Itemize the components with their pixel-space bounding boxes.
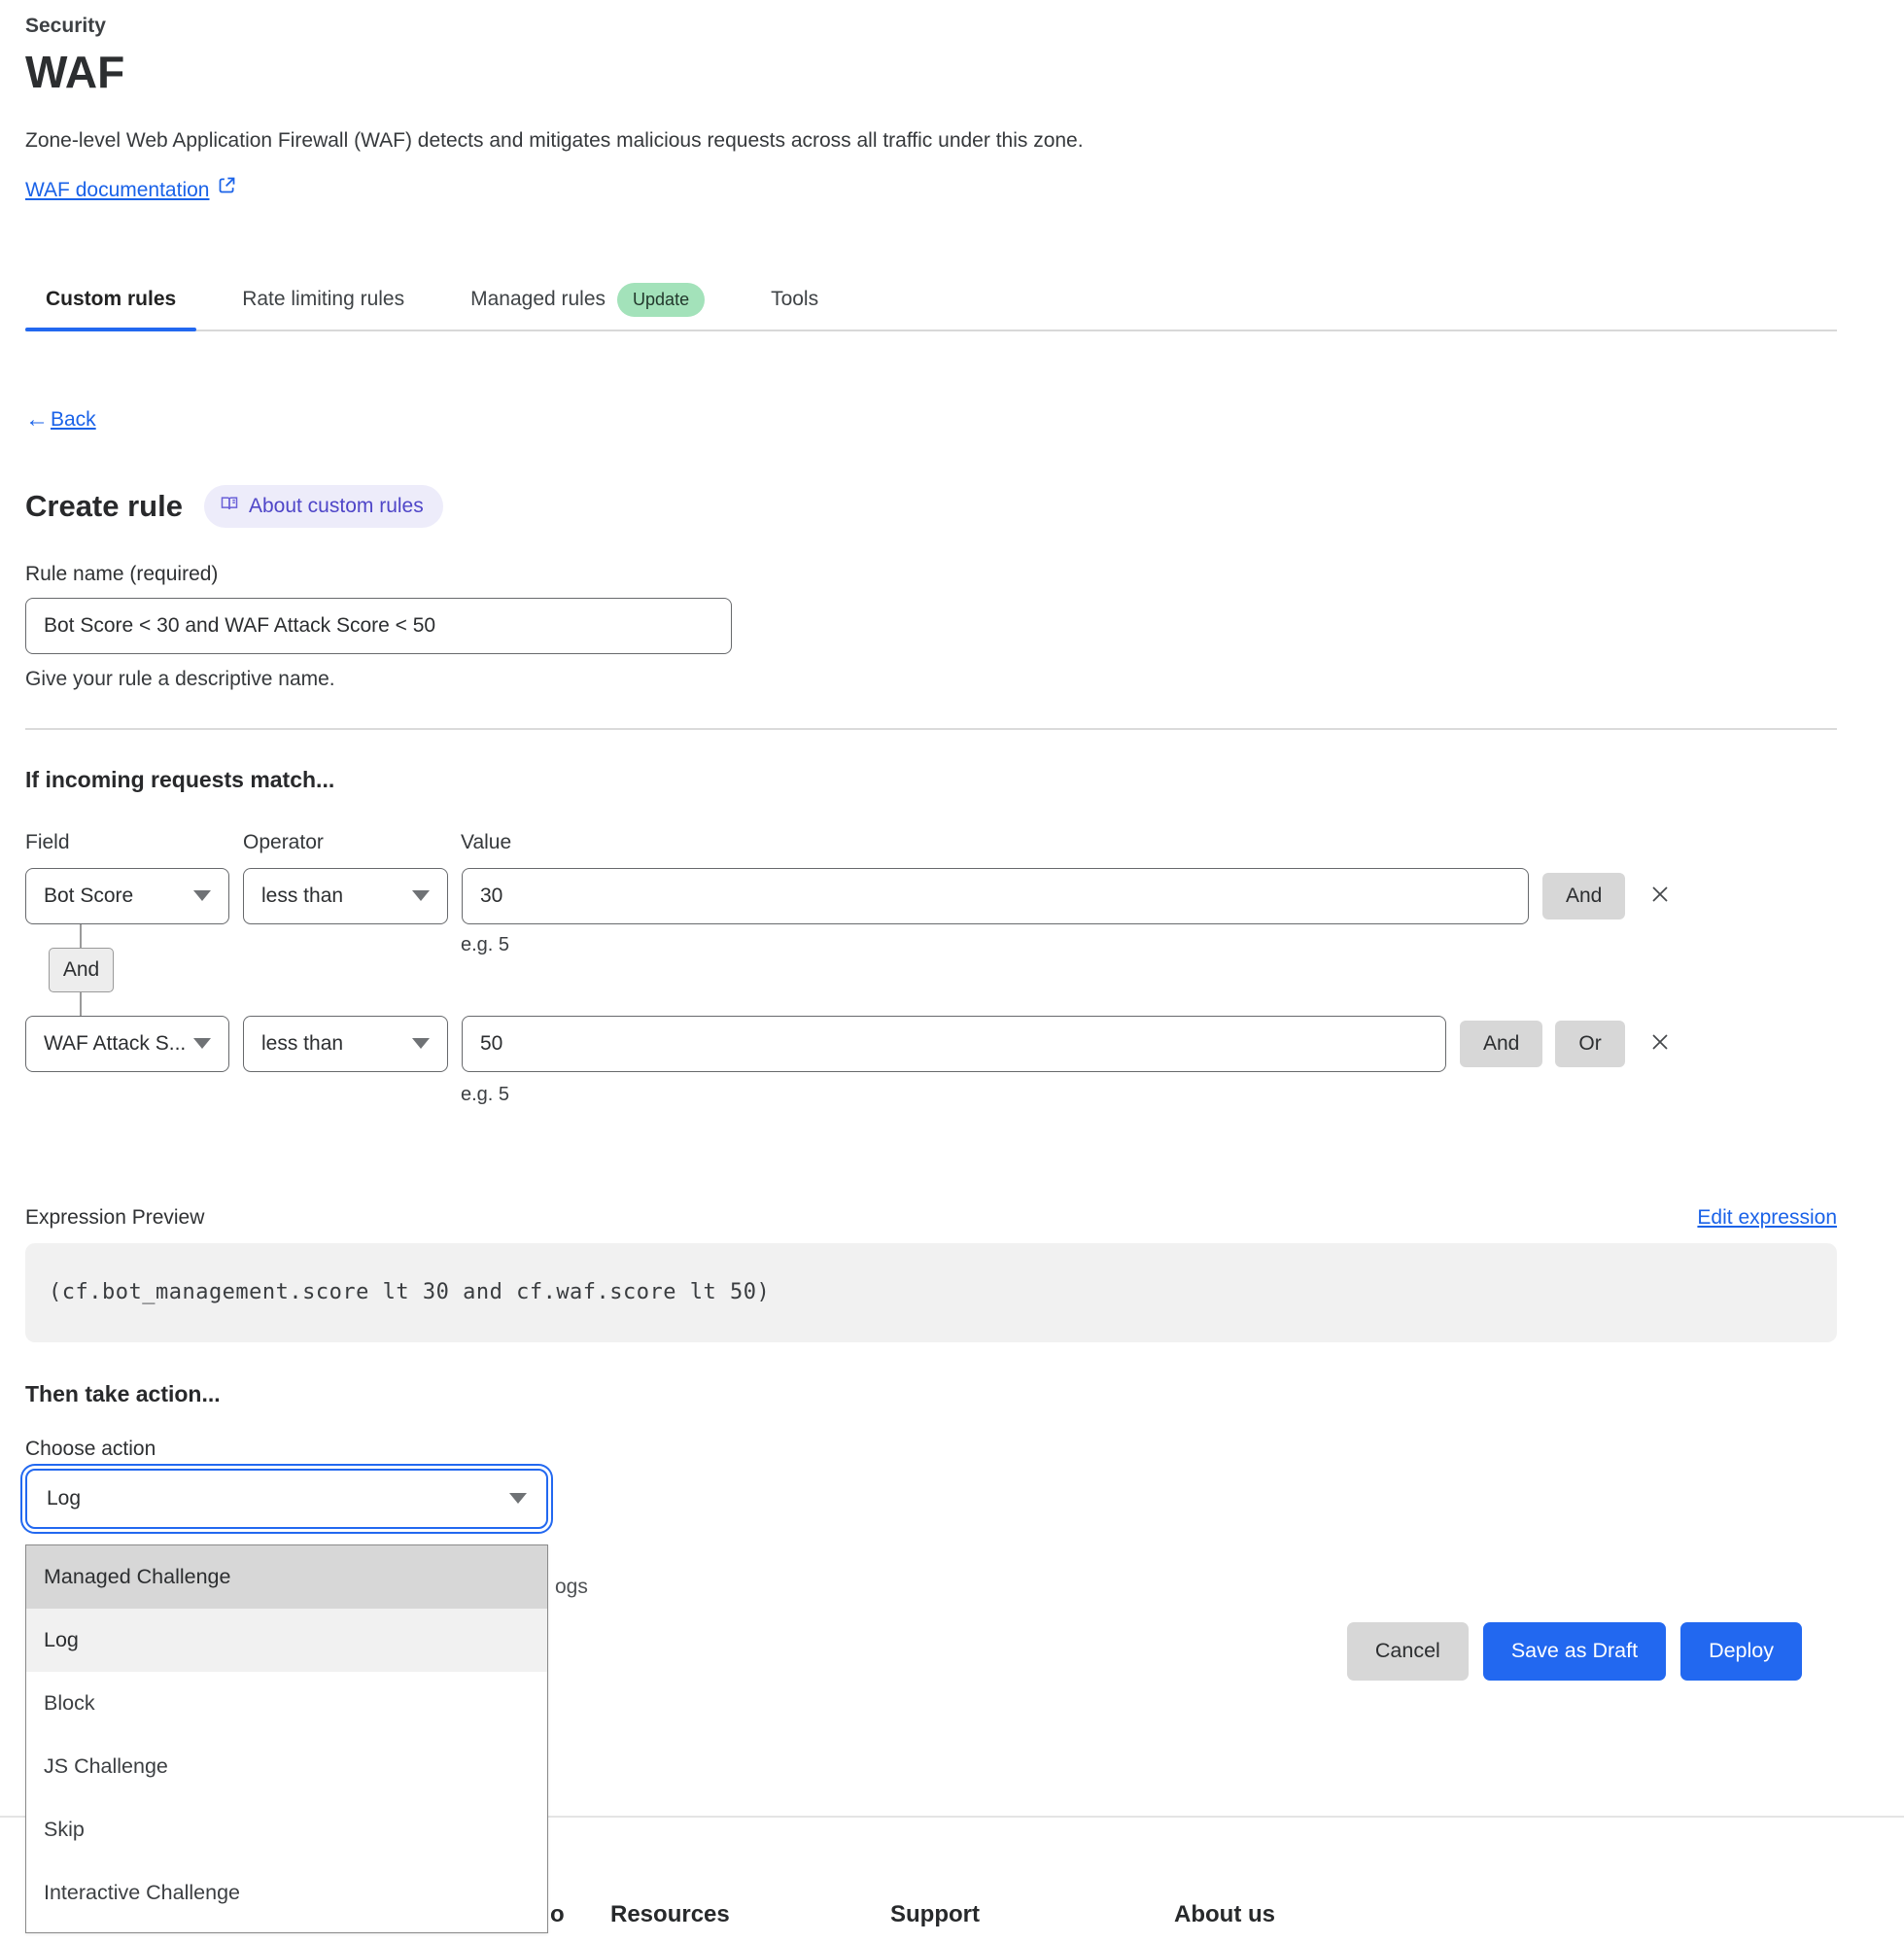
back-arrow-icon: ← [25, 406, 49, 433]
operator-select-1-value: less than [261, 884, 344, 907]
add-and-button-1[interactable]: And [1542, 872, 1626, 919]
breadcrumb: Security [25, 15, 106, 37]
footer-divider [0, 1816, 1904, 1818]
action-option-js-challenge[interactable]: JS Challenge [44, 1753, 168, 1778]
action-option-managed-challenge[interactable]: Managed Challenge [26, 1544, 547, 1609]
expression-preview-label: Expression Preview [25, 1205, 205, 1229]
action-dropdown-menu: Managed Challenge Log Block JS Challenge… [25, 1544, 548, 1933]
rule-name-label: Rule name (required) [25, 563, 219, 585]
value-hint-1: e.g. 5 [461, 933, 510, 955]
column-label-field: Field [25, 830, 70, 853]
page-description: Zone-level Web Application Firewall (WAF… [25, 129, 1084, 152]
chevron-down-icon [412, 1038, 430, 1049]
back-link-label: Back [51, 408, 96, 431]
value-hint-2: e.g. 5 [461, 1083, 510, 1105]
tab-bar: Custom rules Rate limiting rules Managed… [25, 269, 1837, 331]
condition-row-2: WAF Attack S... less than And Or [25, 1015, 1837, 1072]
back-link[interactable]: ← Back [25, 405, 96, 434]
chevron-down-icon [193, 890, 211, 901]
expression-code: (cf.bot_management.score lt 30 and cf.wa… [49, 1280, 771, 1304]
save-as-draft-button[interactable]: Save as Draft [1482, 1621, 1667, 1681]
tab-label: Custom rules [46, 288, 177, 310]
tab-rate-limiting-rules[interactable]: Rate limiting rules [222, 269, 425, 330]
tab-label: Managed rules [470, 288, 606, 310]
column-label-operator: Operator [243, 830, 324, 853]
deploy-button[interactable]: Deploy [1680, 1621, 1802, 1681]
choose-action-select[interactable]: Log [20, 1463, 553, 1534]
field-select-1[interactable]: Bot Score [25, 867, 229, 924]
column-label-value: Value [461, 830, 512, 853]
tab-label: Rate limiting rules [242, 288, 405, 310]
create-rule-heading: Create rule [25, 489, 183, 523]
operator-select-2-value: less than [261, 1031, 344, 1055]
tab-managed-rules[interactable]: Managed rules Update [450, 269, 725, 330]
connector-and-label: And [49, 947, 114, 992]
footer-column-resources: Resources [610, 1901, 730, 1927]
remove-condition-1-button[interactable] [1646, 881, 1674, 911]
condition-row-1: Bot Score less than And [25, 867, 1837, 924]
tab-tools[interactable]: Tools [750, 269, 839, 330]
choose-action-selected-value: Log [47, 1486, 82, 1509]
action-option-skip[interactable]: Skip [44, 1817, 85, 1841]
tab-label: Tools [771, 288, 819, 310]
about-custom-rules-pill[interactable]: About custom rules [203, 485, 443, 528]
action-option-block[interactable]: Block [44, 1690, 95, 1715]
field-select-2-value: WAF Attack S... [44, 1031, 187, 1055]
field-select-1-value: Bot Score [44, 884, 134, 907]
book-icon [220, 494, 239, 519]
external-link-icon [217, 175, 237, 205]
edit-expression-link[interactable]: Edit expression [1697, 1205, 1837, 1229]
add-or-button-2[interactable]: Or [1555, 1020, 1625, 1067]
occluded-helper-text: ogs [555, 1575, 588, 1598]
footer-column-partial: o [550, 1901, 565, 1927]
tab-custom-rules[interactable]: Custom rules [25, 269, 197, 331]
page-title: WAF [25, 47, 125, 97]
section-divider [25, 728, 1837, 730]
value-input-2[interactable] [462, 1015, 1446, 1072]
choose-action-label: Choose action [25, 1437, 156, 1460]
update-badge: Update [617, 282, 706, 317]
action-section-heading: Then take action... [25, 1380, 221, 1406]
footer-column-support: Support [890, 1901, 980, 1927]
expression-preview-box: (cf.bot_management.score lt 30 and cf.wa… [25, 1242, 1837, 1342]
about-pill-label: About custom rules [248, 495, 424, 517]
cancel-button[interactable]: Cancel [1346, 1621, 1469, 1681]
rule-name-input[interactable] [25, 598, 732, 654]
close-icon [1646, 881, 1674, 911]
value-input-1[interactable] [462, 867, 1529, 924]
rule-name-helper: Give your rule a descriptive name. [25, 668, 335, 690]
chevron-down-icon [412, 890, 430, 901]
waf-documentation-link[interactable]: WAF documentation [25, 178, 210, 201]
operator-select-2[interactable]: less than [243, 1015, 448, 1072]
chevron-down-icon [193, 1038, 211, 1049]
action-option-log[interactable]: Log [26, 1608, 547, 1672]
operator-select-1[interactable]: less than [243, 867, 448, 924]
add-and-button-2[interactable]: And [1460, 1020, 1543, 1067]
action-option-interactive-challenge[interactable]: Interactive Challenge [44, 1880, 240, 1904]
remove-condition-2-button[interactable] [1646, 1028, 1674, 1058]
footer-column-about-us: About us [1174, 1901, 1275, 1927]
match-section-heading: If incoming requests match... [25, 766, 335, 792]
close-icon [1646, 1028, 1674, 1058]
field-select-2[interactable]: WAF Attack S... [25, 1015, 229, 1072]
chevron-down-icon [509, 1493, 527, 1504]
